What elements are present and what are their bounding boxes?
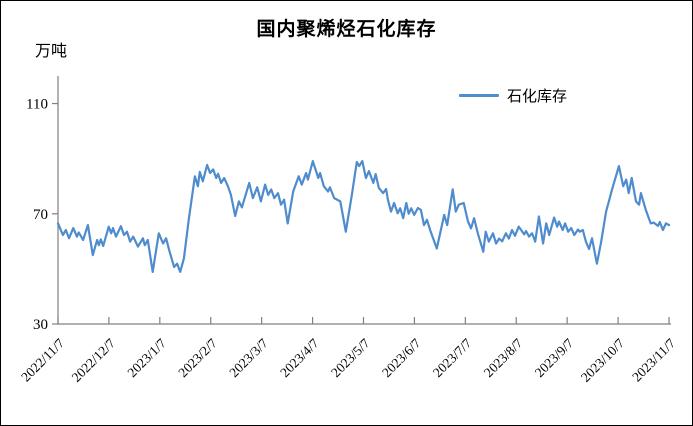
x-tick-label: 2022/12/7 xyxy=(69,335,118,384)
y-tick-label: 110 xyxy=(26,97,48,113)
y-tick-label: 70 xyxy=(33,207,48,223)
x-tick-label: 2023/11/7 xyxy=(629,335,678,384)
chart-title: 国内聚烯烃石化库存 xyxy=(256,19,437,40)
x-tick-label: 2023/10/7 xyxy=(578,335,627,384)
series-line-petrochemical-inventory xyxy=(56,160,671,273)
legend-series-label: 石化库存 xyxy=(507,89,568,105)
x-tick-label: 2023/7/7 xyxy=(430,335,475,380)
x-tick-label: 2023/3/7 xyxy=(226,335,271,380)
x-tick-label: 2023/1/7 xyxy=(124,335,169,380)
legend-line-swatch xyxy=(459,94,499,97)
legend: 石化库存 xyxy=(459,85,567,106)
x-tick-label: 2022/11/7 xyxy=(18,335,67,384)
x-tick-label: 2023/8/7 xyxy=(481,335,526,380)
x-tick-label: 2023/5/7 xyxy=(328,335,373,380)
x-tick-label: 2023/2/7 xyxy=(175,335,220,380)
x-tick-label: 2023/9/7 xyxy=(532,335,577,380)
x-tick-label: 2023/4/7 xyxy=(277,335,322,380)
y-axis-unit-label: 万吨 xyxy=(35,43,68,60)
y-tick-label: 30 xyxy=(33,317,48,333)
x-tick-label: 2023/6/7 xyxy=(379,335,424,380)
